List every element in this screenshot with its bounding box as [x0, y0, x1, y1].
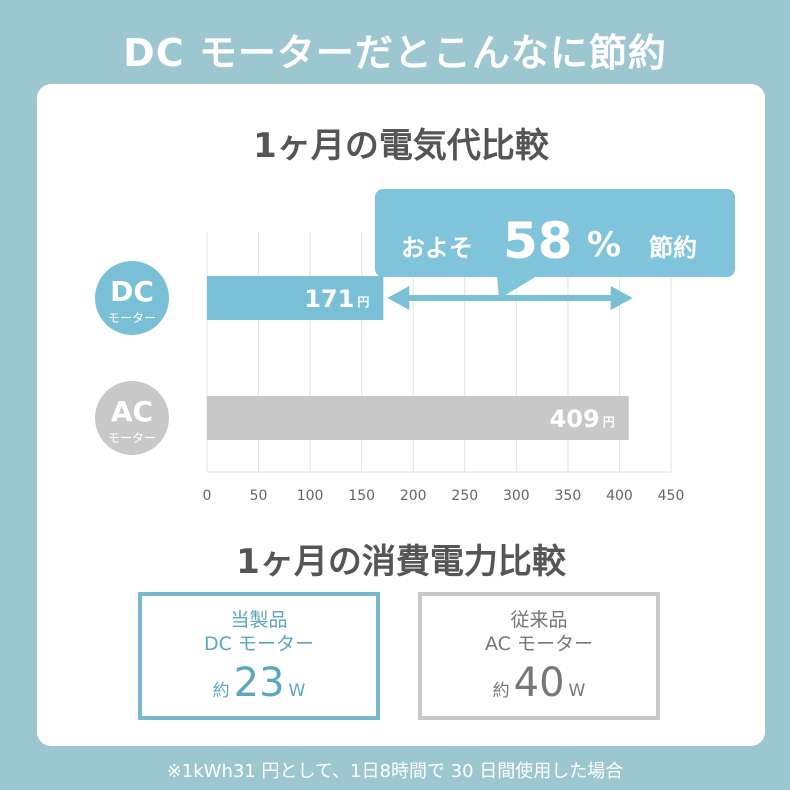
- dc-power-box: 当製品 DC モーター 約 23 W: [138, 592, 380, 720]
- saving-arrow-head-left: [387, 286, 410, 310]
- ac-power-box: 従来品 AC モーター 約 40 W: [418, 592, 660, 720]
- bar-ac: [207, 396, 629, 440]
- footnote: ※1kWh31 円として、1日8時間で 30 日間使用した場合: [166, 761, 624, 782]
- dc-power-unit: W: [288, 681, 306, 701]
- callout-percent: %: [587, 225, 621, 265]
- x-tick-label: 0: [203, 488, 212, 504]
- ac-power-value: 40: [513, 660, 565, 706]
- callout-suffix: 節約: [649, 234, 697, 262]
- dc-label-name: DC: [110, 275, 154, 308]
- bar-value-label: 171: [304, 285, 354, 313]
- label-dc: DC モーター: [95, 261, 169, 335]
- x-tick-label: 350: [555, 488, 582, 504]
- ac-power-value-row: 約 40 W: [422, 660, 656, 706]
- chart-title: 1ヶ月の電気代比較: [253, 126, 549, 166]
- ac-power-approx: 約: [492, 681, 510, 701]
- x-tick-label: 250: [451, 488, 478, 504]
- x-tick-label: 200: [400, 488, 427, 504]
- callout-prefix: およそ: [401, 234, 473, 262]
- dc-power-line1: 当製品: [230, 609, 288, 631]
- headline: DC モーターだとこんなに節約: [123, 31, 667, 75]
- saving-callout: およそ 58 % 節約: [375, 189, 735, 299]
- dc-power-line2: DC モーター: [204, 633, 314, 655]
- x-tick-label: 100: [297, 488, 324, 504]
- x-tick-label: 150: [348, 488, 375, 504]
- bar-dc: [207, 276, 384, 320]
- x-tick-label: 400: [606, 488, 633, 504]
- callout-value: 58: [503, 212, 573, 270]
- callout-bubble: [375, 189, 735, 277]
- dc-power-value-row: 約 23 W: [142, 660, 376, 706]
- bar-value-label: 409: [550, 405, 600, 433]
- x-tick-label: 300: [503, 488, 530, 504]
- content-card: 1ヶ月の電気代比較 0 50 100 150 200 250 300 350 400 450 17…: [37, 84, 765, 746]
- saving-arrow-head-right: [610, 286, 633, 310]
- bar-value-unit: 円: [603, 415, 615, 429]
- callout-tail: [497, 276, 537, 299]
- saving-arrow: [387, 286, 633, 310]
- dc-power-approx: 約: [212, 681, 230, 701]
- bar-value-unit: 円: [357, 295, 369, 309]
- ac-power-line1: 従来品: [510, 609, 568, 631]
- ac-power-unit: W: [568, 681, 586, 701]
- ac-label-sub: モーター: [108, 431, 156, 445]
- x-tick-label: 50: [250, 488, 268, 504]
- x-tick-label: 450: [658, 488, 685, 504]
- dc-label-sub: モーター: [108, 311, 156, 325]
- dc-power-value: 23: [233, 660, 285, 706]
- label-ac: AC モーター: [95, 381, 169, 455]
- ac-label-circle: [95, 381, 169, 455]
- dc-label-circle: [95, 261, 169, 335]
- power-title: 1ヶ月の消費電力比較: [236, 542, 566, 582]
- ac-label-name: AC: [111, 395, 153, 428]
- ac-power-line2: AC モーター: [485, 633, 593, 655]
